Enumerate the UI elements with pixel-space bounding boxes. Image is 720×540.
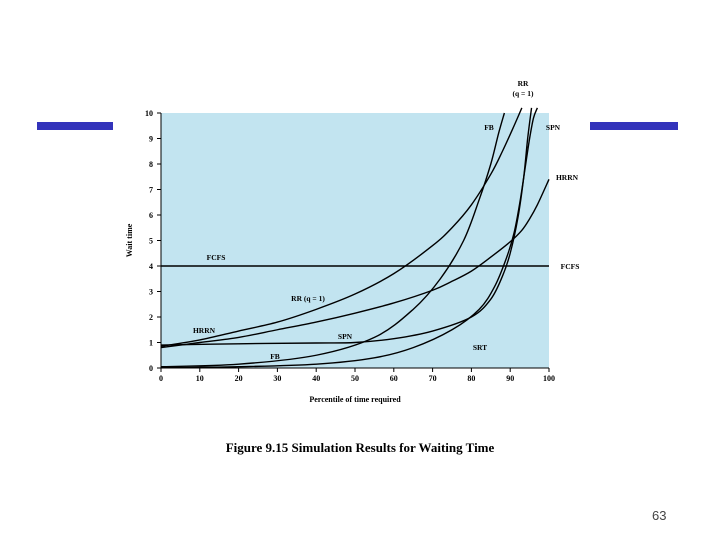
x-tick-label: 10 (196, 374, 204, 383)
series-line-hrrn (161, 179, 550, 349)
x-axis-title: Percentile of time required (309, 395, 401, 404)
y-tick-label: 6 (149, 211, 153, 220)
curve-label-spn: SPN (546, 123, 561, 132)
curve-label-hrrn: HRRN (556, 173, 579, 182)
x-tick-label: 100 (543, 374, 555, 383)
curve-label-srt: SRT (473, 343, 487, 352)
y-tick-label: 2 (149, 313, 153, 322)
x-tick-label: 80 (467, 374, 475, 383)
curve-label-rr-q-1: RR (q = 1) (291, 294, 325, 303)
y-tick-label: 4 (149, 262, 153, 271)
accent-bar-right (590, 122, 678, 130)
series-line-srt (161, 107, 539, 368)
curve-label-fcfs: FCFS (207, 253, 226, 262)
y-tick-label: 3 (149, 288, 153, 297)
x-tick-label: 60 (390, 374, 398, 383)
x-tick-label: 30 (273, 374, 281, 383)
y-tick-label: 7 (149, 186, 153, 195)
y-tick-label: 8 (149, 160, 153, 169)
x-tick-label: 20 (235, 374, 243, 383)
curve-label-rr-q-1: (q = 1) (513, 89, 534, 98)
x-tick-label: 90 (506, 374, 514, 383)
y-axis-title: Wait time (125, 223, 134, 257)
x-tick-label: 70 (429, 374, 437, 383)
curve-label-spn: SPN (338, 332, 353, 341)
curve-label-fcfs: FCFS (561, 262, 580, 271)
slide-number: 63 (652, 508, 667, 523)
y-tick-label: 1 (149, 339, 153, 348)
plot-area (161, 113, 549, 368)
curve-label-rr-q-1: RR (518, 79, 529, 88)
curve-label-fb: FB (270, 352, 280, 361)
accent-bar-left (37, 122, 113, 130)
y-tick-label: 9 (149, 135, 153, 144)
y-tick-label: 10 (145, 109, 153, 118)
y-tick-label: 0 (149, 364, 153, 373)
figure-caption: Figure 9.15 Simulation Results for Waiti… (225, 440, 495, 455)
x-tick-label: 50 (351, 374, 359, 383)
series-line-rr-q-1 (161, 107, 523, 348)
y-tick-label: 5 (149, 237, 153, 246)
curve-label-hrrn: HRRN (193, 326, 216, 335)
x-tick-label: 40 (312, 374, 320, 383)
series-line-fb (161, 112, 506, 368)
x-tick-label: 0 (159, 374, 163, 383)
curve-label-fb: FB (484, 123, 494, 132)
